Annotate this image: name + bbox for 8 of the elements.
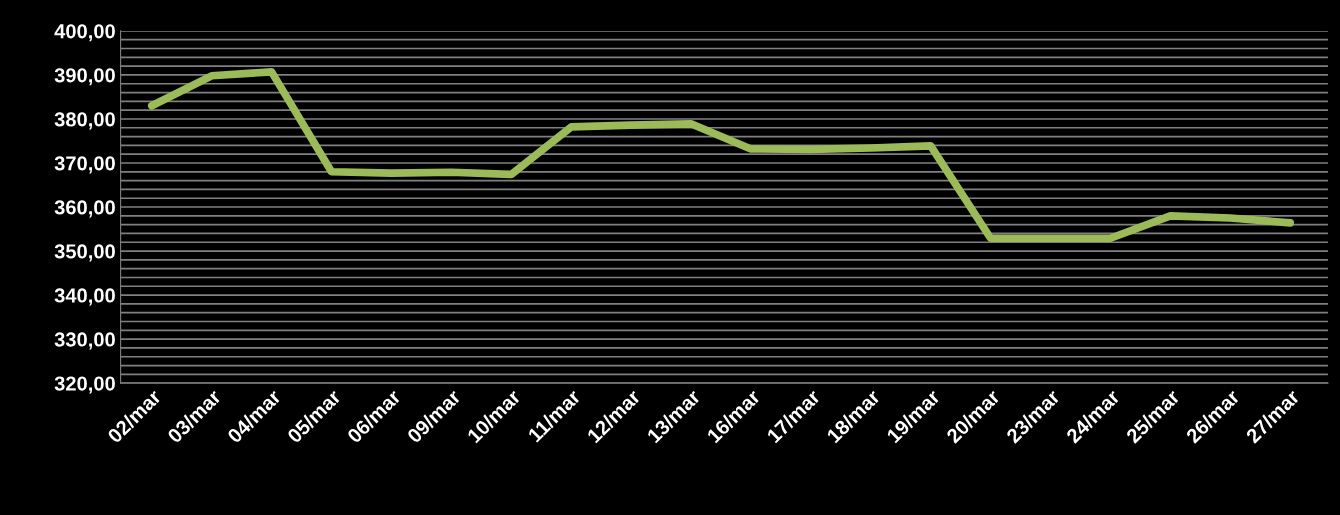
y-tick-label: 380,00 — [54, 112, 115, 130]
y-tick-label: 370,00 — [54, 156, 115, 174]
y-tick-label: 360,00 — [54, 200, 115, 218]
y-tick-label: 340,00 — [54, 288, 115, 306]
y-tick-label: 400,00 — [54, 24, 115, 42]
y-tick-label: 350,00 — [54, 244, 115, 262]
y-tick-label: 390,00 — [54, 68, 115, 86]
y-tick-label: 330,00 — [54, 332, 115, 350]
